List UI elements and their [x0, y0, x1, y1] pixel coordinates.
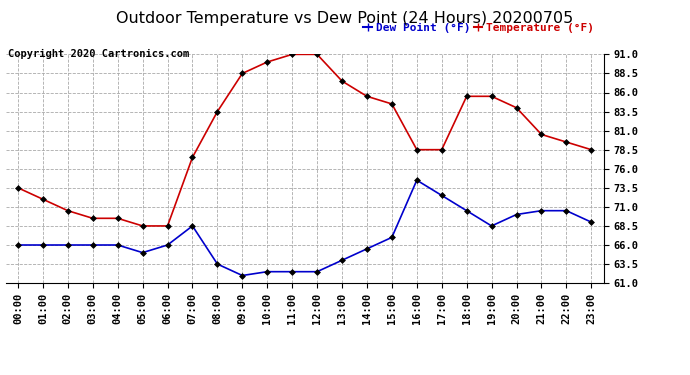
Temperature (°F) — [238, 71, 246, 76]
Dew Point (°F) — [437, 193, 446, 198]
Dew Point (°F) — [363, 247, 371, 251]
Temperature (°F) — [263, 60, 271, 64]
Temperature (°F) — [338, 79, 346, 83]
Dew Point (°F) — [263, 269, 271, 274]
Dew Point (°F) — [63, 243, 72, 247]
Temperature (°F) — [213, 110, 221, 114]
Dew Point (°F) — [587, 220, 595, 224]
Temperature (°F) — [313, 52, 322, 57]
Temperature (°F) — [437, 147, 446, 152]
Temperature (°F) — [587, 147, 595, 152]
Dew Point (°F) — [413, 178, 421, 183]
Text: Outdoor Temperature vs Dew Point (24 Hours) 20200705: Outdoor Temperature vs Dew Point (24 Hou… — [117, 11, 573, 26]
Dew Point (°F) — [462, 209, 471, 213]
Dew Point (°F) — [538, 209, 546, 213]
Temperature (°F) — [63, 209, 72, 213]
Temperature (°F) — [114, 216, 122, 220]
Temperature (°F) — [288, 52, 296, 57]
Dew Point (°F) — [238, 273, 246, 278]
Temperature (°F) — [538, 132, 546, 137]
Temperature (°F) — [462, 94, 471, 99]
Dew Point (°F) — [562, 209, 571, 213]
Temperature (°F) — [164, 224, 172, 228]
Temperature (°F) — [388, 102, 396, 106]
Dew Point (°F) — [388, 235, 396, 240]
Legend: Dew Point (°F), Temperature (°F): Dew Point (°F), Temperature (°F) — [359, 19, 598, 38]
Line: Dew Point (°F): Dew Point (°F) — [16, 178, 593, 278]
Dew Point (°F) — [213, 262, 221, 266]
Temperature (°F) — [188, 155, 197, 160]
Dew Point (°F) — [288, 269, 296, 274]
Dew Point (°F) — [139, 251, 147, 255]
Temperature (°F) — [562, 140, 571, 144]
Dew Point (°F) — [88, 243, 97, 247]
Dew Point (°F) — [164, 243, 172, 247]
Temperature (°F) — [139, 224, 147, 228]
Dew Point (°F) — [39, 243, 47, 247]
Text: Copyright 2020 Cartronics.com: Copyright 2020 Cartronics.com — [8, 49, 190, 59]
Temperature (°F) — [487, 94, 495, 99]
Temperature (°F) — [413, 147, 421, 152]
Temperature (°F) — [513, 105, 521, 110]
Dew Point (°F) — [313, 269, 322, 274]
Temperature (°F) — [363, 94, 371, 99]
Dew Point (°F) — [14, 243, 22, 247]
Temperature (°F) — [39, 197, 47, 201]
Temperature (°F) — [14, 186, 22, 190]
Line: Temperature (°F): Temperature (°F) — [16, 52, 593, 228]
Dew Point (°F) — [188, 224, 197, 228]
Dew Point (°F) — [513, 212, 521, 217]
Dew Point (°F) — [487, 224, 495, 228]
Dew Point (°F) — [338, 258, 346, 262]
Temperature (°F) — [88, 216, 97, 220]
Dew Point (°F) — [114, 243, 122, 247]
